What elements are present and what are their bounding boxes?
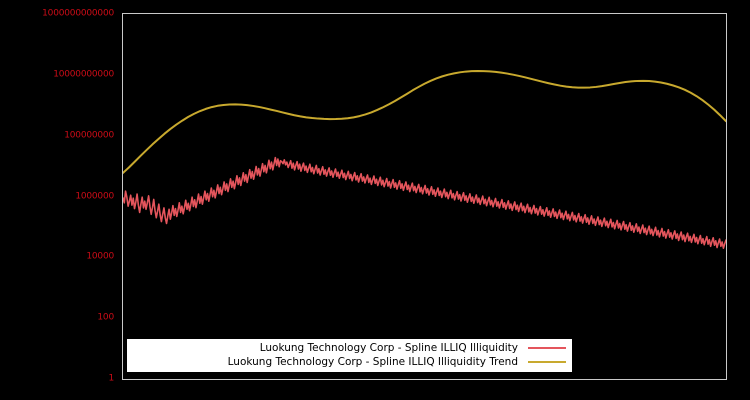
chart-canvas <box>123 69 726 249</box>
legend-label-trend: Luokung Technology Corp - Spline ILLIQ I… <box>227 356 518 368</box>
y-axis-tick-label: 100000000 <box>64 130 114 141</box>
legend-entry-trend: Luokung Technology Corp - Spline ILLIQ I… <box>133 355 566 369</box>
y-axis-tick-label: 1000000000000 <box>42 8 114 19</box>
y-axis-tick-labels: 1000000000000 10000000000 100000000 1000000… <box>0 0 122 400</box>
legend-label-illiq: Luokung Technology Corp - Spline ILLIQ I… <box>259 342 518 354</box>
plot-area <box>122 13 727 380</box>
y-axis-tick-label: 10000 <box>86 251 114 262</box>
legend-swatch-trend <box>528 361 566 363</box>
y-axis-tick-label: 100 <box>97 312 114 323</box>
y-axis-tick-label: 1 <box>108 373 114 384</box>
legend-swatch-illiq <box>528 347 566 349</box>
series-line-illiq <box>123 156 726 249</box>
legend-entry-illiq: Luokung Technology Corp - Spline ILLIQ I… <box>133 341 566 355</box>
series-line-trend <box>123 69 726 174</box>
chart-legend: Luokung Technology Corp - Spline ILLIQ I… <box>126 338 573 373</box>
y-axis-tick-label: 1000000 <box>75 191 114 201</box>
y-axis-tick-label: 10000000000 <box>53 69 114 80</box>
